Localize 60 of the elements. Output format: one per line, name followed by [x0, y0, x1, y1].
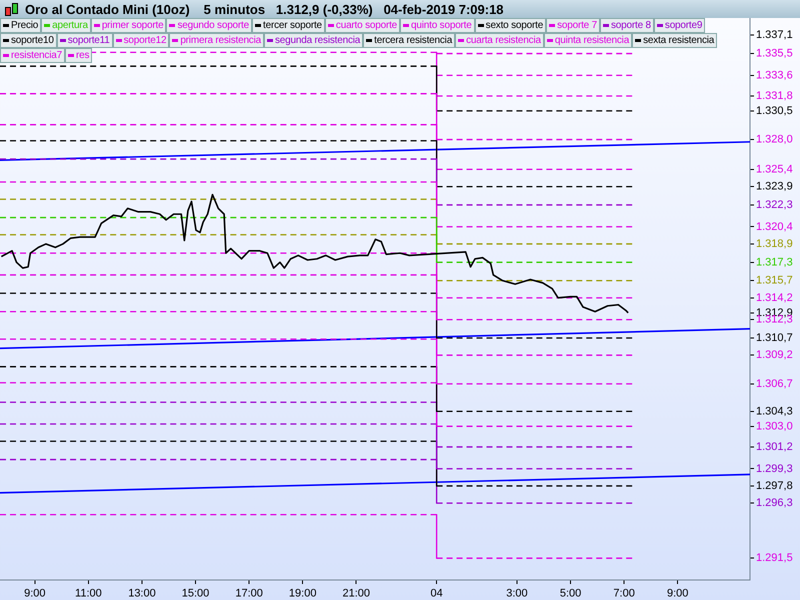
x-tick-label: 15:00 — [182, 588, 210, 600]
legend-label: tercer soporte — [263, 19, 322, 32]
legend-label: sexto soporte — [486, 19, 544, 32]
y-tick-label: 1.320,4 — [756, 220, 793, 233]
y-tick-label: 1.317,3 — [756, 256, 793, 268]
x-tick-label: 04 — [430, 588, 443, 600]
legend-label: primer soporte — [102, 19, 164, 32]
legend-label: soporte11 — [68, 34, 110, 47]
y-tick-label: 1.333,6 — [756, 69, 793, 82]
y-tick-label: 1.323,9 — [756, 180, 793, 193]
legend-label: res — [76, 49, 90, 62]
legend-label: primera resistencia — [180, 34, 261, 47]
y-tick-label: 1.328,0 — [756, 134, 793, 146]
x-tick-label: 5:00 — [560, 588, 582, 600]
legend-label: soporte 8 — [610, 19, 651, 32]
legend-label: soporte12 — [124, 34, 166, 47]
legend-label: soporte10 — [11, 34, 54, 47]
y-tick-label: 1.331,8 — [756, 90, 793, 102]
y-tick-label: 1.318,9 — [756, 238, 793, 250]
y-tick-label: 1.330,5 — [756, 104, 793, 117]
legend-label: quinta resistencia — [554, 34, 630, 47]
x-tick-label: 19:00 — [288, 588, 316, 600]
y-tick-label: 1.325,4 — [756, 163, 793, 176]
y-tick-label: 1.306,7 — [756, 378, 793, 390]
chart-title: Oro al Contado Mini (10oz) — [25, 2, 190, 16]
legend-label: cuarta resistencia — [466, 34, 541, 47]
y-tick-label: 1.304,3 — [756, 405, 793, 418]
x-tick-label: 9:00 — [24, 588, 46, 600]
y-tick-label: 1.309,2 — [756, 349, 793, 362]
x-tick-label: 11:00 — [75, 588, 102, 600]
y-tick-label: 1.335,5 — [756, 48, 793, 60]
legend-label: tercera resistencia — [374, 34, 452, 47]
x-tick-label: 21:00 — [342, 588, 370, 600]
y-tick-label: 1.322,3 — [756, 198, 793, 211]
legend-label: Precio — [11, 19, 38, 32]
legend-label: segundo soporte — [177, 19, 249, 32]
legend-label: cuarto soporte — [336, 19, 398, 32]
legend-label: soporte9 — [664, 19, 702, 32]
y-tick-label: 1.314,2 — [756, 292, 793, 304]
y-tick-label: 1.296,3 — [756, 497, 793, 510]
y-tick-label: 1.315,7 — [756, 274, 793, 287]
y-tick-label: 1.303,0 — [756, 420, 793, 432]
x-tick-label: 7:00 — [613, 588, 635, 600]
legend-label: sexta resistencia — [643, 34, 714, 47]
y-tick-label: 1.301,2 — [756, 440, 793, 453]
x-tick-label: 9:00 — [666, 588, 688, 600]
x-tick-label: 3:00 — [506, 588, 528, 600]
chart-subtitle: 5 minutos 1.312,9 (-0,33%) 04-feb-2019 7:09:18 — [204, 2, 504, 16]
x-tick-label: 17:00 — [235, 588, 263, 600]
x-tick-label: 13:00 — [128, 588, 156, 600]
legend-label: resistencia7 — [11, 49, 62, 62]
y-tick-label: 1.297,8 — [756, 480, 793, 492]
y-tick-label: 1.291,5 — [756, 552, 793, 564]
y-tick-label: 1.337,1 — [756, 29, 793, 42]
legend-label: quinto soporte — [411, 19, 472, 32]
y-tick-label: 1.299,3 — [756, 462, 793, 475]
y-tick-label: 1.310,7 — [756, 332, 793, 344]
legend-label: soporte 7 — [557, 19, 597, 32]
legend-label: apertura — [52, 19, 88, 32]
legend-label: segunda resistencia — [275, 34, 360, 47]
